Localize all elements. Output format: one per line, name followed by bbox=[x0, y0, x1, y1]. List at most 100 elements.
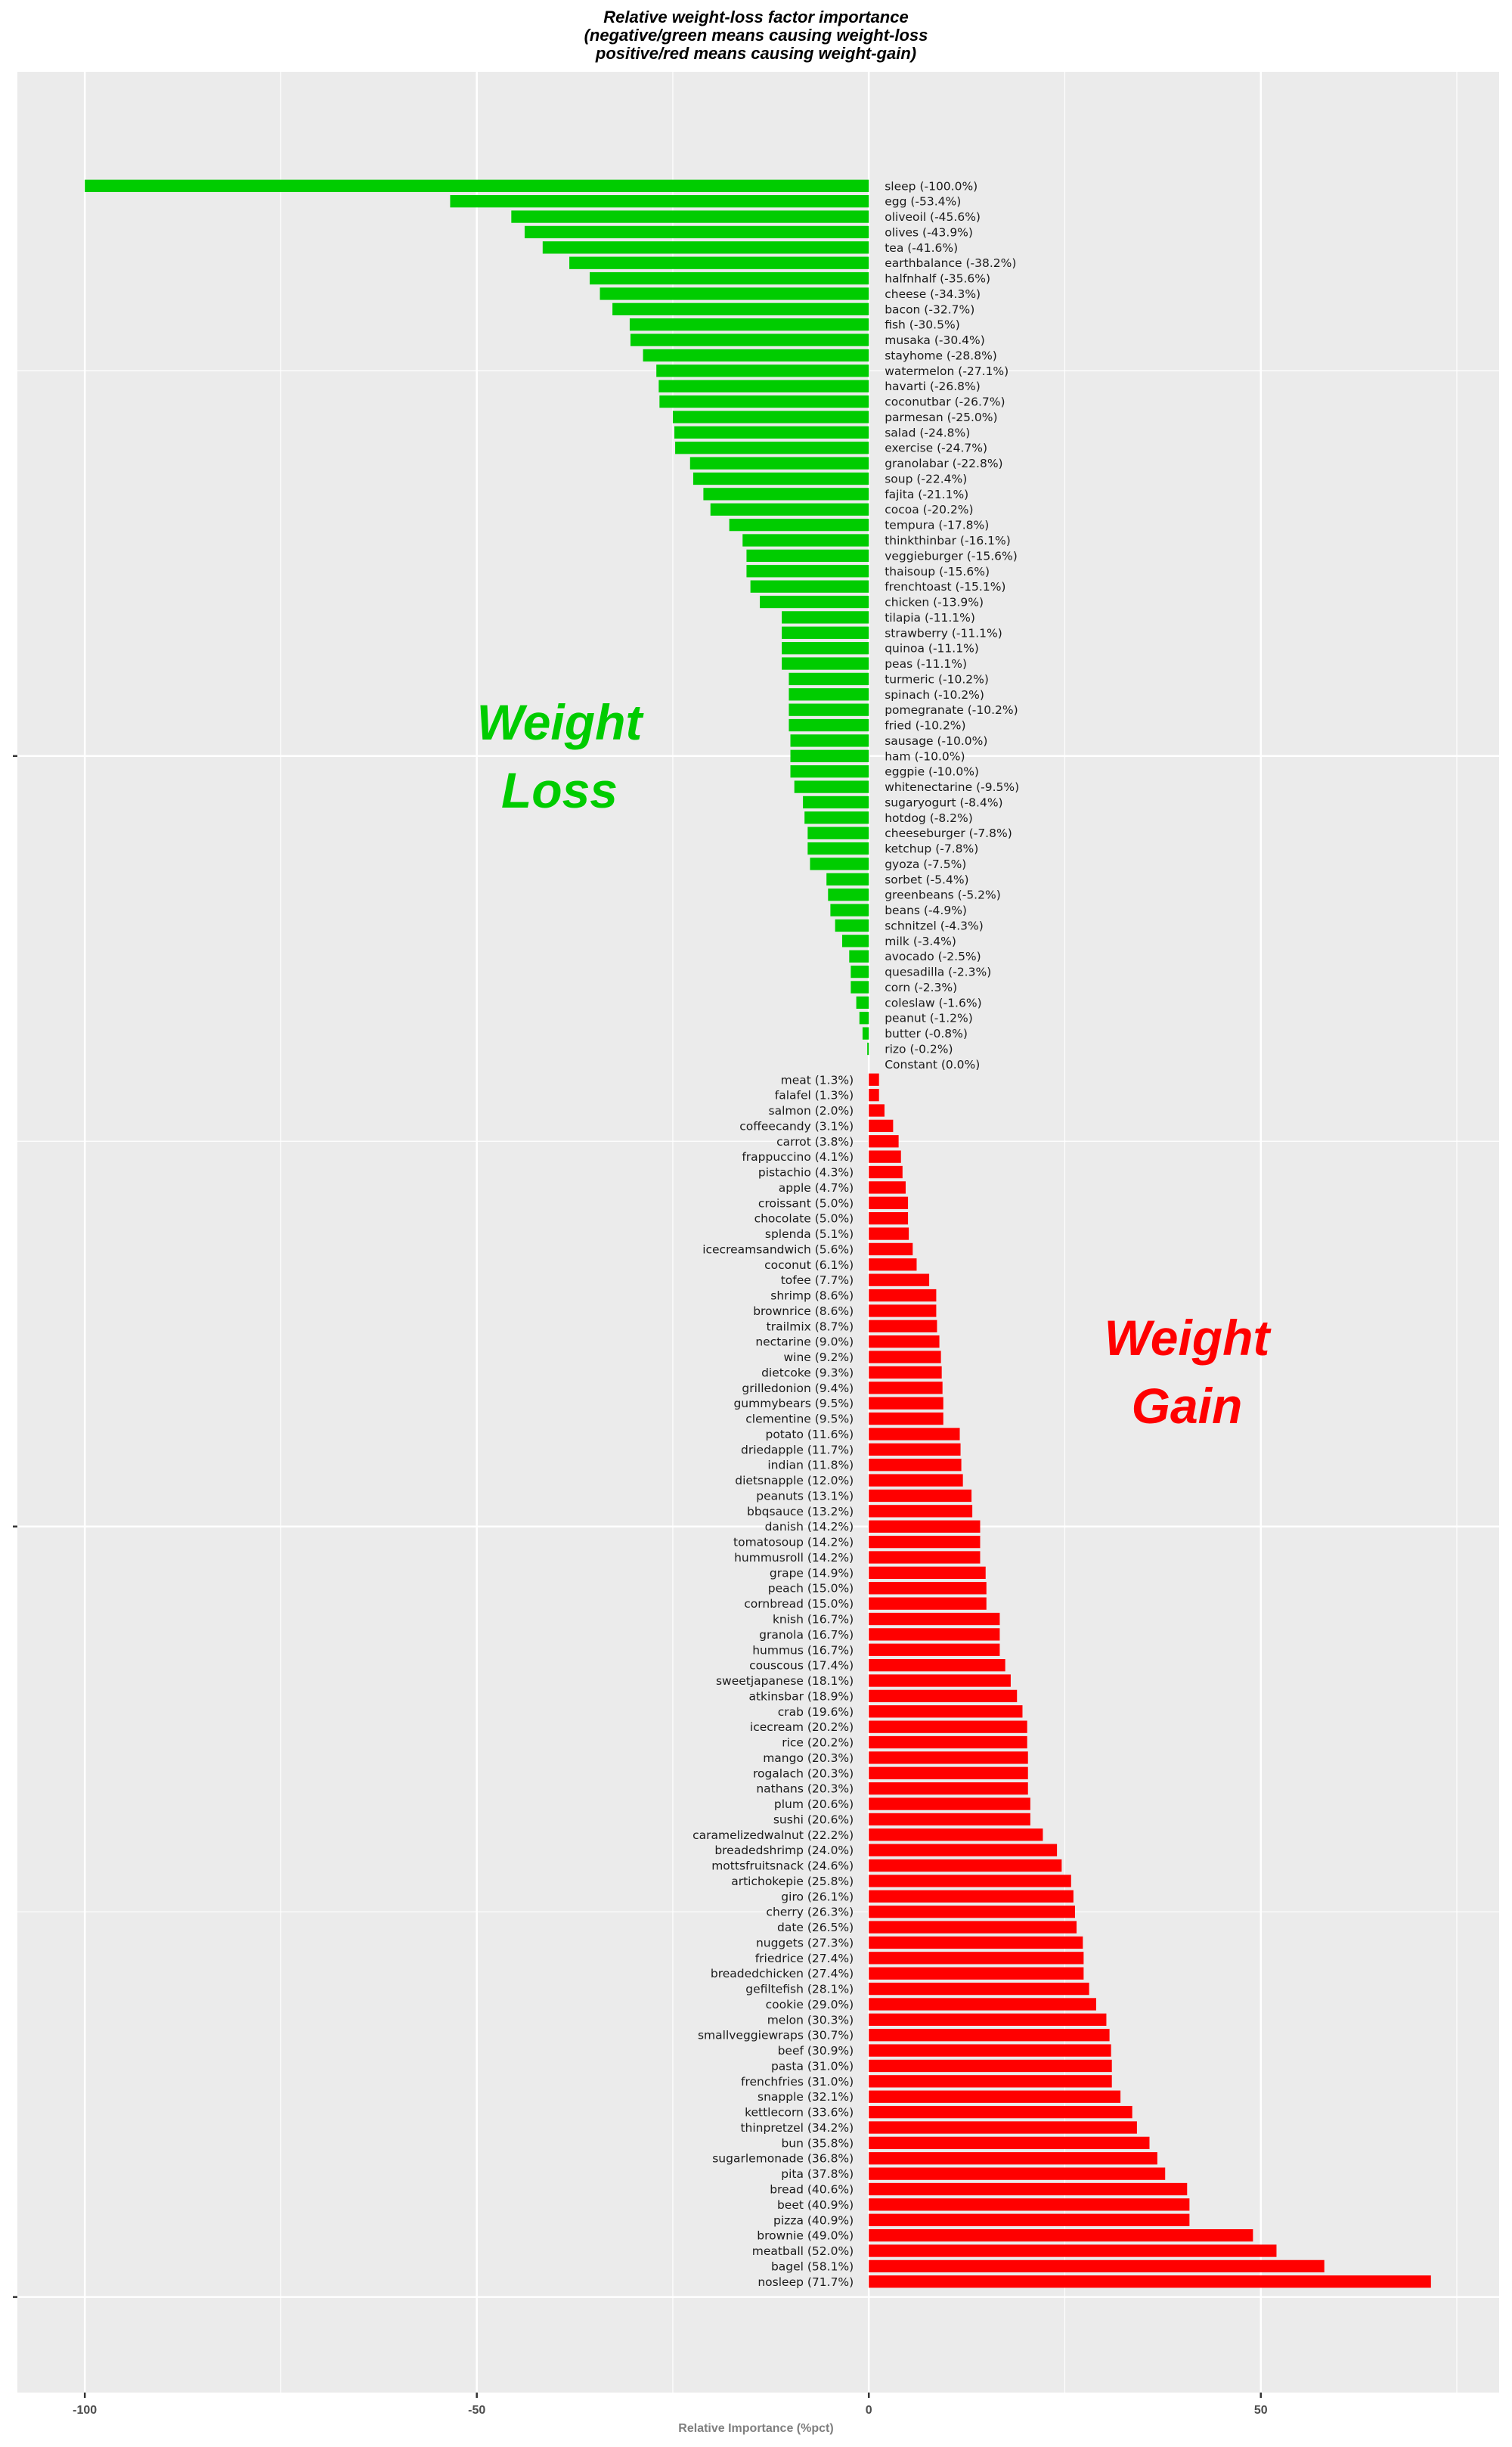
bar-giro bbox=[869, 1890, 1074, 1903]
bar-eggpie bbox=[790, 765, 869, 778]
bar-snapple bbox=[869, 2090, 1121, 2103]
bar-label-brownie: brownie (49.0%) bbox=[757, 2229, 854, 2243]
chart-title-line-3: positive/red means causing weight-gain) bbox=[595, 44, 916, 63]
bar-beans bbox=[830, 904, 869, 916]
bar-frenchfries bbox=[869, 2075, 1112, 2088]
bar-label-olives: olives (-43.9%) bbox=[885, 225, 973, 239]
bar-label-coconutbar: coconutbar (-26.7%) bbox=[885, 395, 1005, 409]
bar-whitenectarine bbox=[794, 780, 869, 793]
bar-label-schnitzel: schnitzel (-4.3%) bbox=[885, 919, 984, 932]
bar-label-chocolate: chocolate (5.0%) bbox=[754, 1212, 854, 1226]
bar-peanut bbox=[859, 1012, 869, 1025]
bar-breadedchicken bbox=[869, 1967, 1084, 1980]
bar-label-milk: milk (-3.4%) bbox=[885, 935, 956, 948]
bar-label-gummybears: gummybears (9.5%) bbox=[733, 1397, 854, 1410]
bar-label-potato: potato (11.6%) bbox=[765, 1428, 854, 1441]
bar-label-cornbread: cornbread (15.0%) bbox=[744, 1597, 854, 1611]
bar-salad bbox=[674, 426, 869, 439]
bar-label-knish: knish (16.7%) bbox=[773, 1613, 854, 1627]
bar-veggieburger bbox=[746, 549, 869, 563]
bar-label-plum: plum (20.6%) bbox=[774, 1797, 854, 1811]
bar-sorbet bbox=[826, 873, 869, 885]
bar-brownrice bbox=[869, 1304, 937, 1317]
bar-coffeecandy bbox=[869, 1119, 894, 1133]
bar-gefiltefish bbox=[869, 1982, 1089, 1996]
bar-bbqsauce bbox=[869, 1505, 973, 1518]
x-tick-label: 50 bbox=[1254, 2404, 1268, 2417]
bar-egg bbox=[450, 195, 869, 208]
bar-label-oliveoil: oliveoil (-45.6%) bbox=[885, 210, 981, 224]
x-axis: -100 -50 0 50 bbox=[73, 2393, 1268, 2417]
bar-coleslaw bbox=[856, 996, 869, 1010]
bars bbox=[85, 179, 1431, 2288]
bar-crab bbox=[869, 1705, 1023, 1718]
bar-sugarlemonade bbox=[869, 2152, 1157, 2165]
bar-label-turmeric: turmeric (-10.2%) bbox=[885, 672, 989, 686]
bar-label-salmon: salmon (2.0%) bbox=[769, 1104, 854, 1118]
bar-fish bbox=[629, 318, 869, 331]
bar-label-thinkthinbar: thinkthinbar (-16.1%) bbox=[885, 534, 1011, 547]
bar-fried bbox=[789, 718, 869, 732]
bar-grape bbox=[869, 1566, 986, 1580]
bar-label-corn: corn (-2.3%) bbox=[885, 981, 957, 994]
bar-label-gyoza: gyoza (-7.5%) bbox=[885, 858, 966, 871]
bar-label-caramelizedwalnut: caramelizedwalnut (22.2%) bbox=[692, 1828, 854, 1842]
bar-icecreamsandwich bbox=[869, 1242, 913, 1256]
bar-label-danish: danish (14.2%) bbox=[765, 1520, 854, 1534]
bar-label-pasta: pasta (31.0%) bbox=[771, 2059, 854, 2073]
bar-splenda bbox=[869, 1227, 909, 1240]
bar-thinpretzel bbox=[869, 2121, 1137, 2134]
bar-potato bbox=[869, 1428, 960, 1441]
bar-label-peach: peach (15.0%) bbox=[768, 1582, 854, 1596]
bar-pasta bbox=[869, 2059, 1112, 2073]
bar-label-frenchfries: frenchfries (31.0%) bbox=[741, 2075, 854, 2089]
bar-fajita bbox=[703, 488, 869, 501]
bar-thaisoup bbox=[746, 565, 869, 578]
bar-label-granola: granola (16.7%) bbox=[759, 1628, 854, 1642]
bar-label-parmesan: parmesan (-25.0%) bbox=[885, 411, 997, 424]
chart-title-line-1: Relative weight-loss factor importance bbox=[603, 8, 908, 26]
bar-salmon bbox=[869, 1104, 885, 1117]
bar-label-granolabar: granolabar (-22.8%) bbox=[885, 457, 1002, 470]
bar-label-date: date (26.5%) bbox=[777, 1921, 854, 1934]
bar-label-cheeseburger: cheeseburger (-7.8%) bbox=[885, 827, 1012, 840]
bar-frenchtoast bbox=[750, 580, 869, 593]
bar-label-tempura: tempura (-17.8%) bbox=[885, 519, 989, 532]
bar-label-apple: apple (4.7%) bbox=[779, 1181, 854, 1195]
bar-label-thinpretzel: thinpretzel (34.2%) bbox=[740, 2121, 854, 2135]
bar-label-sausage: sausage (-10.0%) bbox=[885, 734, 987, 748]
bar-label-rogalach: rogalach (20.3%) bbox=[753, 1766, 854, 1780]
bar-label-veggieburger: veggieburger (-15.6%) bbox=[885, 549, 1018, 563]
bar-label-watermelon: watermelon (-27.1%) bbox=[885, 364, 1009, 378]
bar-label-melon: melon (30.3%) bbox=[767, 2013, 854, 2027]
weight-loss-annotation-line-1: Weight bbox=[477, 694, 645, 750]
bar-wine bbox=[869, 1351, 941, 1363]
bar-milk bbox=[841, 935, 869, 947]
bar-label-fajita: fajita (-21.1%) bbox=[885, 488, 968, 501]
bar-earthbalance bbox=[569, 256, 869, 269]
bar-bun bbox=[869, 2136, 1150, 2150]
bar-sausage bbox=[790, 734, 869, 747]
bar-caramelizedwalnut bbox=[869, 1828, 1043, 1841]
bar-nectarine bbox=[869, 1335, 940, 1348]
bar-rice bbox=[869, 1735, 1027, 1749]
bar-halfnhalf bbox=[590, 271, 869, 285]
bar-gyoza bbox=[810, 858, 869, 870]
weight-loss-annotation-line-2: Loss bbox=[501, 762, 618, 818]
bar-sleep bbox=[85, 179, 869, 192]
bar-label-grape: grape (14.9%) bbox=[770, 1566, 854, 1580]
bar-label-thaisoup: thaisoup (-15.6%) bbox=[885, 565, 990, 578]
bar-clementine bbox=[869, 1412, 943, 1425]
bar-label-cherry: cherry (26.3%) bbox=[766, 1906, 854, 1919]
bar-cornbread bbox=[869, 1597, 987, 1610]
bar-label-atkinsbar: atkinsbar (18.9%) bbox=[748, 1689, 854, 1703]
x-tick-label: -100 bbox=[73, 2404, 97, 2417]
bar-rogalach bbox=[869, 1766, 1028, 1779]
bar-label-sushi: sushi (20.6%) bbox=[773, 1813, 854, 1826]
bar-label-ketchup: ketchup (-7.8%) bbox=[885, 842, 978, 856]
bar-label-nectarine: nectarine (9.0%) bbox=[755, 1335, 854, 1349]
bar-label-falafel: falafel (1.3%) bbox=[775, 1089, 854, 1103]
bar-label-peas: peas (-11.1%) bbox=[885, 657, 967, 671]
bar-label-shrimp: shrimp (8.6%) bbox=[770, 1289, 854, 1303]
bar-label-icecream: icecream (20.2%) bbox=[750, 1720, 854, 1734]
